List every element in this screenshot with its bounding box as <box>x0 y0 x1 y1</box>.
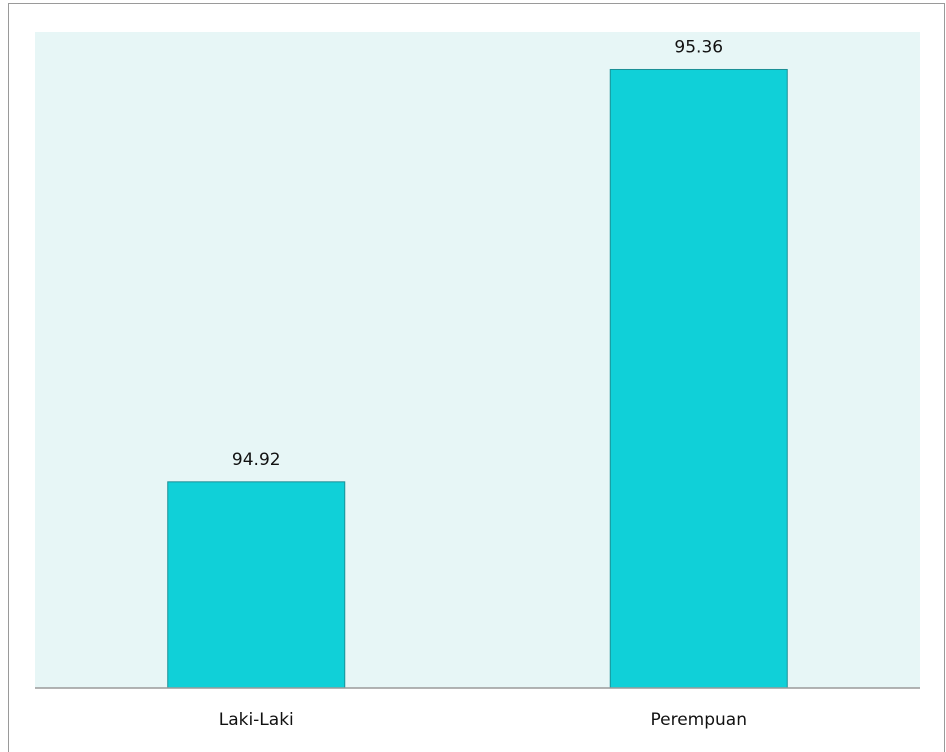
bar <box>167 481 346 689</box>
x-tick-label: Laki-Laki <box>219 710 294 730</box>
value-label: 95.36 <box>674 37 723 57</box>
x-tick-label: Perempuan <box>651 710 748 730</box>
value-label: 94.92 <box>232 450 281 470</box>
bar <box>609 68 788 689</box>
